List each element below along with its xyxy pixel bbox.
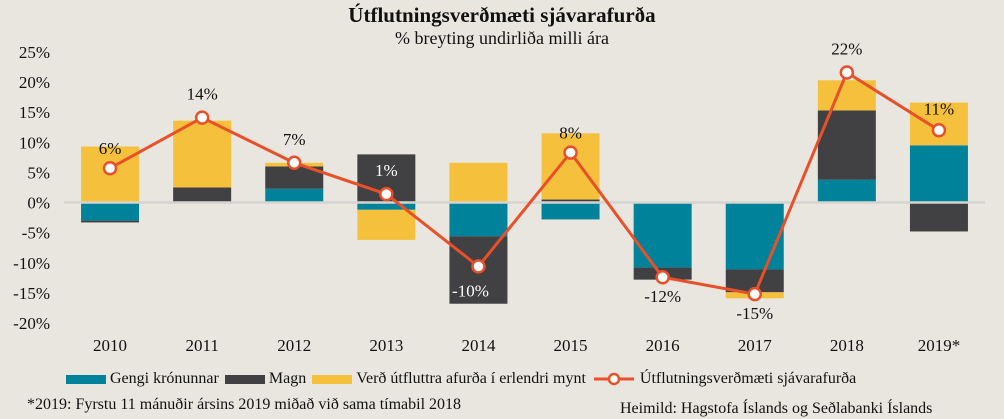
data-label: 14% bbox=[187, 85, 218, 104]
chart-subtitle: % breyting undirliða milli ára bbox=[395, 28, 609, 48]
y-tick-label: 10% bbox=[19, 133, 50, 152]
x-tick-label: 2010 bbox=[93, 336, 127, 355]
x-tick-label: 2016 bbox=[646, 336, 680, 355]
bar-segment bbox=[265, 166, 324, 189]
line-point bbox=[655, 269, 670, 285]
y-tick-label: 15% bbox=[19, 103, 50, 122]
bar-segment bbox=[81, 220, 140, 223]
y-tick-label: -10% bbox=[13, 254, 50, 273]
line-point bbox=[747, 286, 762, 302]
bar-segment bbox=[633, 202, 692, 268]
bar-series bbox=[81, 80, 968, 304]
legend-item-utflutningsverdmaeti: Útflutningsverðmæti sjávarafurða bbox=[592, 370, 856, 388]
data-label: 11% bbox=[924, 99, 955, 118]
data-labels: 6% 14% 7% 1% -10% 8% -12% -15% 22% 11% bbox=[99, 39, 955, 323]
line-point bbox=[102, 160, 118, 176]
legend-label: Magn bbox=[268, 370, 307, 387]
bar-segment bbox=[449, 162, 508, 203]
bar-segment bbox=[909, 202, 968, 232]
line-marker-icon bbox=[593, 372, 634, 386]
y-tick-label: 5% bbox=[27, 163, 50, 182]
bar-segment bbox=[541, 133, 600, 200]
x-tick-label: 2011 bbox=[185, 336, 218, 355]
y-tick-label: 20% bbox=[19, 73, 50, 92]
bar-segment bbox=[265, 188, 324, 203]
y-tick-label: -15% bbox=[13, 284, 50, 303]
data-label: -10% bbox=[452, 281, 489, 300]
bar-segment bbox=[81, 202, 140, 221]
legend-label: Gengi krónunnar bbox=[110, 370, 219, 387]
bar-segment bbox=[173, 120, 232, 188]
bar-segment bbox=[909, 145, 968, 203]
legend-label: Útflutningsverðmæti sjávarafurða bbox=[639, 370, 857, 387]
footnote: *2019: Fyrstu 11 mánuðir ársins 2019 mið… bbox=[27, 396, 462, 413]
x-tick-label: 2012 bbox=[277, 336, 311, 355]
bar-segment bbox=[173, 187, 232, 203]
legend-item-verd: Verð útfluttra afurða í erlendri mynt bbox=[312, 370, 586, 388]
bar-segment bbox=[817, 179, 876, 203]
legend-swatch-icon bbox=[224, 374, 265, 384]
legend-item-gengi: Gengi krónunnar bbox=[66, 370, 219, 388]
data-label: -15% bbox=[736, 304, 773, 323]
legend-swatch-icon bbox=[66, 374, 106, 384]
x-tick-label: 2018 bbox=[830, 336, 864, 355]
data-label: 22% bbox=[831, 39, 862, 58]
line-point bbox=[287, 155, 302, 171]
y-tick-label: 0% bbox=[27, 194, 50, 213]
x-axis: 2010 2011 2012 2013 2014 2015 2016 2017 2018 2019… bbox=[93, 336, 960, 355]
y-tick-label: 25% bbox=[19, 43, 50, 62]
source-note: Heimild: Hagstofa Íslands og Seðlabanki … bbox=[620, 400, 933, 417]
data-label: -12% bbox=[644, 287, 681, 306]
bar-segment bbox=[449, 202, 508, 237]
legend-swatch-icon bbox=[312, 374, 353, 384]
x-tick-label: 2019* bbox=[918, 336, 961, 355]
data-label: 8% bbox=[559, 124, 582, 143]
line-path bbox=[109, 70, 940, 296]
line-point bbox=[931, 123, 947, 138]
bar-segment bbox=[725, 202, 784, 270]
line-point bbox=[379, 186, 394, 202]
y-tick-label: -5% bbox=[22, 224, 50, 243]
data-label: 7% bbox=[283, 130, 306, 149]
data-label: 6% bbox=[99, 139, 122, 158]
bar-segment bbox=[541, 199, 600, 203]
x-tick-label: 2014 bbox=[461, 336, 496, 355]
line-point bbox=[471, 259, 486, 274]
bar-segment bbox=[357, 209, 416, 240]
line-point bbox=[194, 110, 210, 125]
x-tick-label: 2013 bbox=[369, 336, 403, 355]
line-point bbox=[839, 65, 855, 80]
bar-segment bbox=[725, 269, 784, 293]
legend-item-magn: Magn bbox=[224, 370, 307, 388]
x-tick-label: 2015 bbox=[554, 336, 588, 355]
x-tick-label: 2017 bbox=[738, 336, 773, 355]
y-axis: 25% 20% 15% 10% 5% 0% -5% -10% -15% -20% bbox=[13, 43, 50, 333]
y-tick-label: -20% bbox=[13, 314, 50, 333]
bar-segment bbox=[541, 202, 600, 220]
legend: Gengi krónunnar Magn Verð útfluttra afur… bbox=[66, 370, 1004, 388]
chart-title: Útflutningsverðmæti sjávarafurða bbox=[348, 3, 656, 27]
line-series bbox=[102, 65, 947, 302]
bar-segment bbox=[357, 202, 416, 210]
data-label: 1% bbox=[375, 161, 398, 180]
line-point bbox=[563, 145, 578, 160]
legend-label: Verð útfluttra afurða í erlendri mynt bbox=[356, 370, 586, 387]
